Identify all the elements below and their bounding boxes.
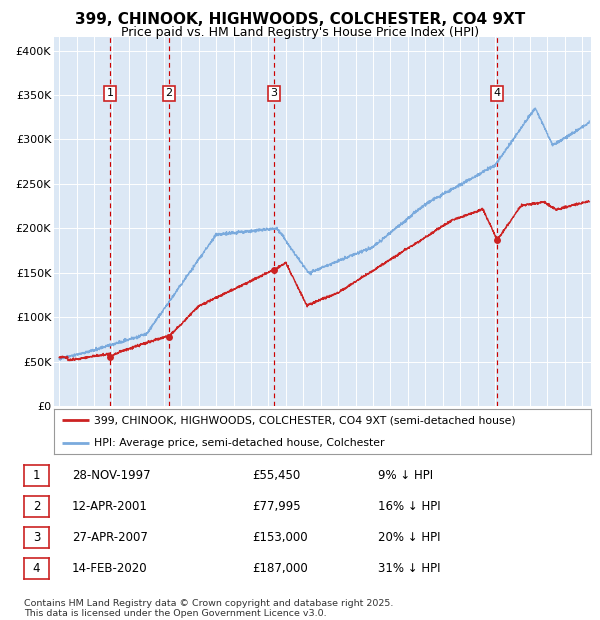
Text: Contains HM Land Registry data © Crown copyright and database right 2025.
This d: Contains HM Land Registry data © Crown c… [24, 599, 394, 618]
Text: 2: 2 [33, 500, 40, 513]
Text: 2: 2 [165, 88, 172, 98]
Text: 1: 1 [106, 88, 113, 98]
Text: 4: 4 [494, 88, 501, 98]
Text: 9% ↓ HPI: 9% ↓ HPI [378, 469, 433, 482]
Text: 28-NOV-1997: 28-NOV-1997 [72, 469, 151, 482]
Text: 399, CHINOOK, HIGHWOODS, COLCHESTER, CO4 9XT (semi-detached house): 399, CHINOOK, HIGHWOODS, COLCHESTER, CO4… [94, 415, 516, 425]
Text: 3: 3 [271, 88, 278, 98]
Text: 31% ↓ HPI: 31% ↓ HPI [378, 562, 440, 575]
Text: 399, CHINOOK, HIGHWOODS, COLCHESTER, CO4 9XT: 399, CHINOOK, HIGHWOODS, COLCHESTER, CO4… [75, 12, 525, 27]
Text: 20% ↓ HPI: 20% ↓ HPI [378, 531, 440, 544]
Text: 16% ↓ HPI: 16% ↓ HPI [378, 500, 440, 513]
Text: 1: 1 [33, 469, 40, 482]
Text: HPI: Average price, semi-detached house, Colchester: HPI: Average price, semi-detached house,… [94, 438, 385, 448]
Text: 12-APR-2001: 12-APR-2001 [72, 500, 148, 513]
Text: £55,450: £55,450 [252, 469, 300, 482]
Text: £187,000: £187,000 [252, 562, 308, 575]
Text: 14-FEB-2020: 14-FEB-2020 [72, 562, 148, 575]
Text: £77,995: £77,995 [252, 500, 301, 513]
Text: 3: 3 [33, 531, 40, 544]
Text: 4: 4 [33, 562, 40, 575]
Text: 27-APR-2007: 27-APR-2007 [72, 531, 148, 544]
Text: Price paid vs. HM Land Registry's House Price Index (HPI): Price paid vs. HM Land Registry's House … [121, 26, 479, 39]
Text: £153,000: £153,000 [252, 531, 308, 544]
